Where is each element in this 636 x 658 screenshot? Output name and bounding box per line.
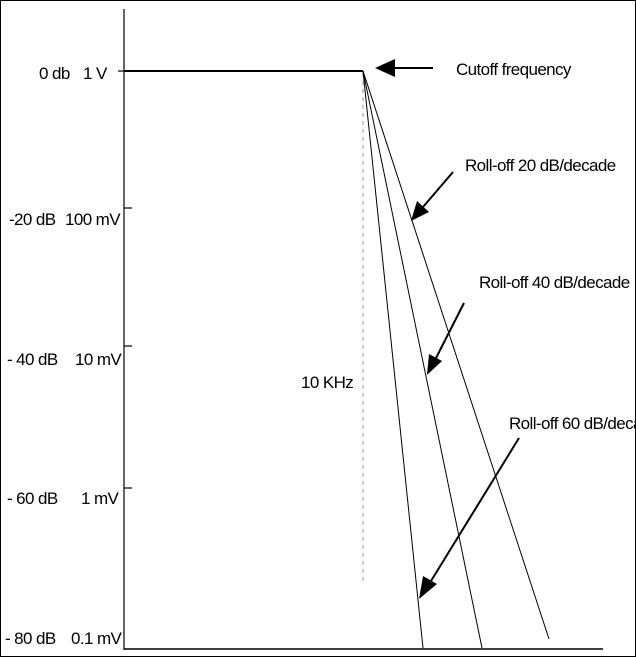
y-label-100mv: 100 mV (65, 210, 121, 229)
rolloff-20-arrow-shaft (422, 171, 454, 208)
y-label-minus20db: -20 dB (9, 210, 56, 229)
y-label-minus80db: - 80 dB (5, 629, 56, 648)
rolloff-60-arrow-head (419, 576, 437, 599)
rolloff-line-40 (362, 70, 483, 649)
y-label-1mv: 1 mV (81, 489, 120, 508)
rolloff-60-arrow-shaft (430, 437, 520, 582)
rolloff-60-label: Roll-off 60 dB/decade (509, 414, 636, 433)
y-label-0db: 0 db (39, 64, 70, 83)
rolloff-40-label: Roll-off 40 dB/decade (479, 273, 630, 292)
cutoff-label: Cutoff frequency (456, 60, 572, 79)
cutoff-arrow-head (375, 59, 395, 77)
rolloff-40-arrow-shaft (434, 302, 465, 361)
rolloff-20-label: Roll-off 20 dB/decade (465, 156, 616, 175)
y-label-minus60db: - 60 dB (7, 489, 58, 508)
y-label-1v: 1 V (83, 64, 108, 83)
rolloff-line-20 (362, 70, 550, 640)
rolloff-40-arrow-head (427, 354, 442, 375)
frequency-label: 10 KHz (301, 373, 353, 392)
rolloff-20-arrow-head (411, 201, 429, 221)
y-label-minus40db: - 40 dB (7, 350, 58, 369)
rolloff-line-60 (362, 70, 424, 649)
y-label-10mv: 10 mV (75, 350, 122, 369)
y-label-0-1mv: 0.1 mV (71, 629, 123, 648)
